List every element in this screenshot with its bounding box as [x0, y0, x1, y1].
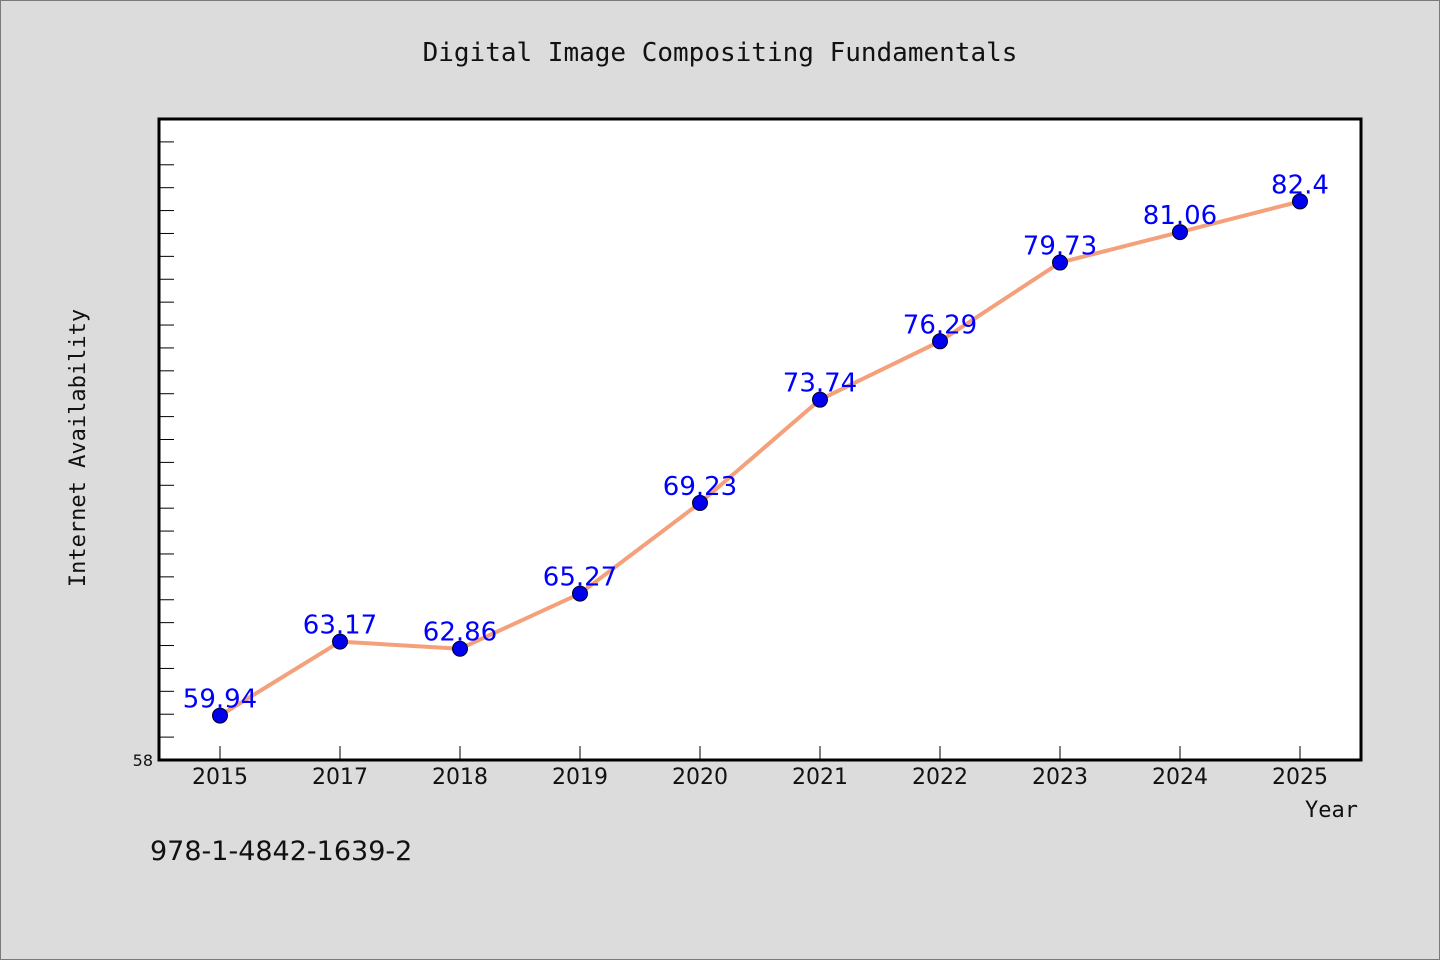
data-label: 62.86 [423, 618, 497, 648]
x-tick-label: 2025 [1272, 765, 1328, 790]
y-axis-ticks: 58 [133, 141, 174, 770]
y-axis-label: Internet Availability [66, 309, 91, 587]
series-line [218, 199, 1302, 718]
data-point [1172, 224, 1188, 241]
data-label: 79.73 [1023, 232, 1097, 262]
x-tick-label: 2015 [192, 765, 248, 790]
x-tick-label: 2022 [912, 765, 968, 790]
y-tick-label: 58 [133, 751, 153, 770]
data-label: 82.4 [1271, 170, 1329, 200]
chart-title: Digital Image Compositing Fundamentals [423, 38, 1018, 68]
data-label: 59.94 [183, 685, 257, 715]
x-tick-label: 2024 [1152, 765, 1208, 790]
data-label: 65.27 [543, 563, 617, 593]
x-tick-label: 2019 [552, 765, 608, 790]
data-point [572, 585, 588, 602]
data-label: 73.74 [783, 369, 857, 399]
data-label: 69.23 [663, 472, 737, 502]
data-point [692, 494, 708, 511]
x-axis-ticks: 2015 2017 2018 2019 2020 2021 2022 2023 2024 2025 [192, 746, 1328, 790]
data-point [332, 633, 348, 650]
data-label: 76.29 [903, 310, 977, 340]
series-layer: 59.94 63.17 62.86 65.27 69.23 73.74 76.29 79.73… [183, 170, 1329, 724]
data-point [932, 333, 948, 350]
x-axis-label: Year [1305, 798, 1358, 823]
data-point [812, 391, 828, 408]
x-tick-label: 2021 [792, 765, 848, 790]
data-point [212, 707, 228, 724]
data-point [1052, 254, 1068, 271]
x-tick-label: 2017 [312, 765, 368, 790]
data-point [452, 640, 468, 657]
x-tick-label: 2020 [672, 765, 728, 790]
plot-area [157, 117, 1363, 762]
x-tick-label: 2023 [1032, 765, 1088, 790]
data-label: 81.06 [1143, 201, 1217, 231]
footer-code: 978-1-4842-1639-2 [150, 836, 413, 867]
data-point [1292, 193, 1308, 210]
data-label: 63.17 [303, 611, 377, 641]
x-tick-label: 2018 [432, 765, 488, 790]
